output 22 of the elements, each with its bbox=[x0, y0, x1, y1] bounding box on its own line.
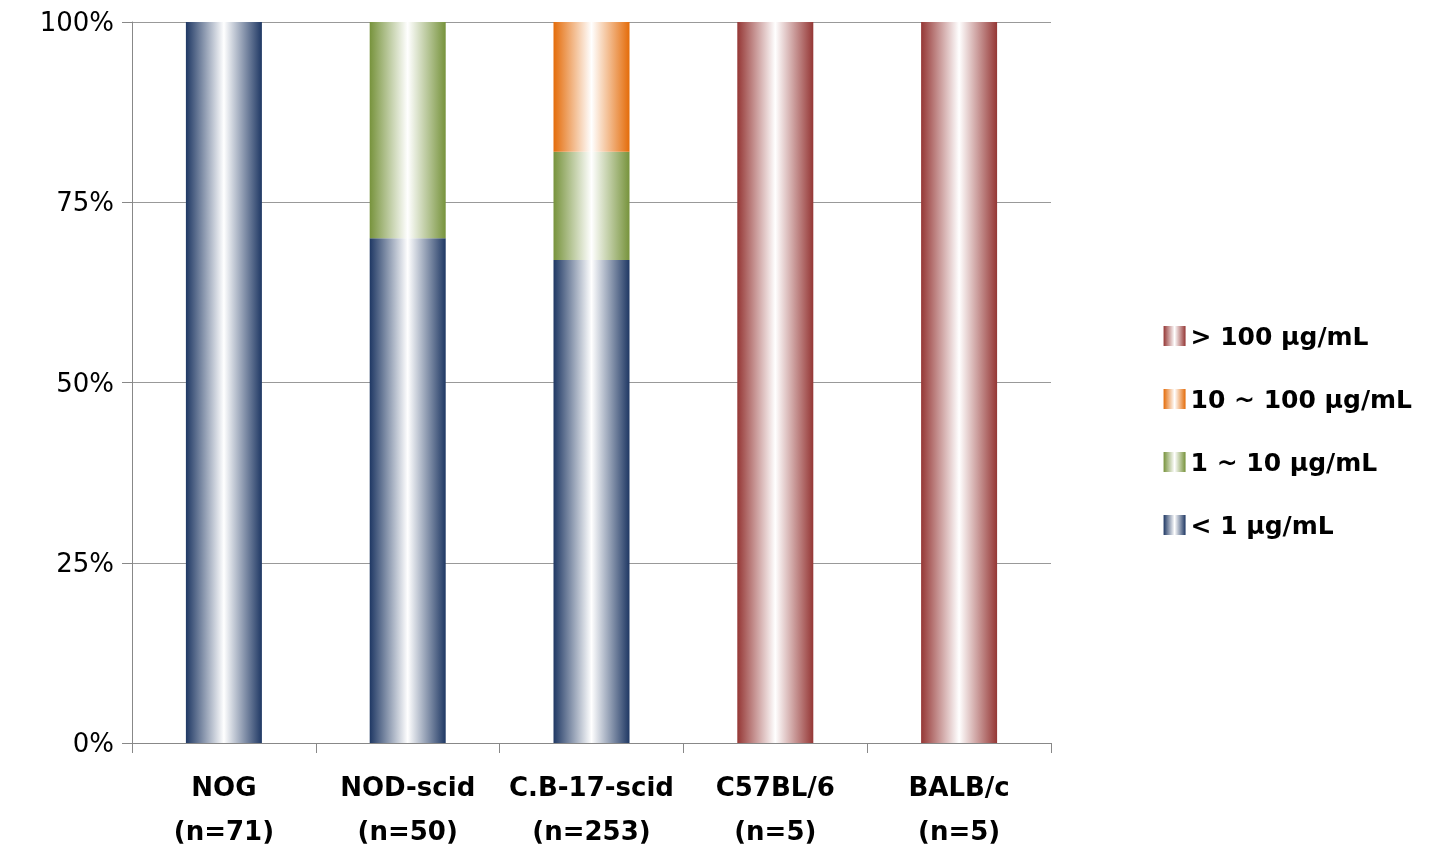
bar bbox=[553, 259, 630, 743]
x-tick-label: NOD-scid (n=50) bbox=[340, 772, 476, 846]
x-tick-label: C57BL/6 (n=5) bbox=[715, 772, 835, 846]
legend-label: > 100 μg/mL bbox=[1190, 321, 1369, 351]
bar bbox=[921, 22, 998, 743]
bar bbox=[185, 22, 262, 743]
bar bbox=[737, 22, 814, 743]
x-tick-label: C.B-17-scid (n=253) bbox=[509, 772, 674, 846]
x-tick-label: BALB/c (n=5) bbox=[908, 772, 1010, 846]
y-tick-label: 50% bbox=[56, 367, 114, 398]
bar bbox=[369, 238, 446, 743]
legend-label: < 1 μg/mL bbox=[1190, 510, 1334, 540]
y-tick-label: 75% bbox=[56, 187, 114, 218]
bar bbox=[553, 22, 630, 152]
y-tick-label: 25% bbox=[56, 547, 114, 578]
y-tick-label: 100% bbox=[39, 7, 114, 37]
bar bbox=[553, 151, 630, 260]
bar bbox=[369, 22, 446, 239]
legend-label: 1 ~ 10 μg/mL bbox=[1190, 447, 1378, 477]
y-tick-label: 0% bbox=[72, 728, 114, 758]
legend-label: 10 ~ 100 μg/mL bbox=[1190, 384, 1413, 414]
x-tick-label: NOG (n=71) bbox=[173, 772, 275, 846]
